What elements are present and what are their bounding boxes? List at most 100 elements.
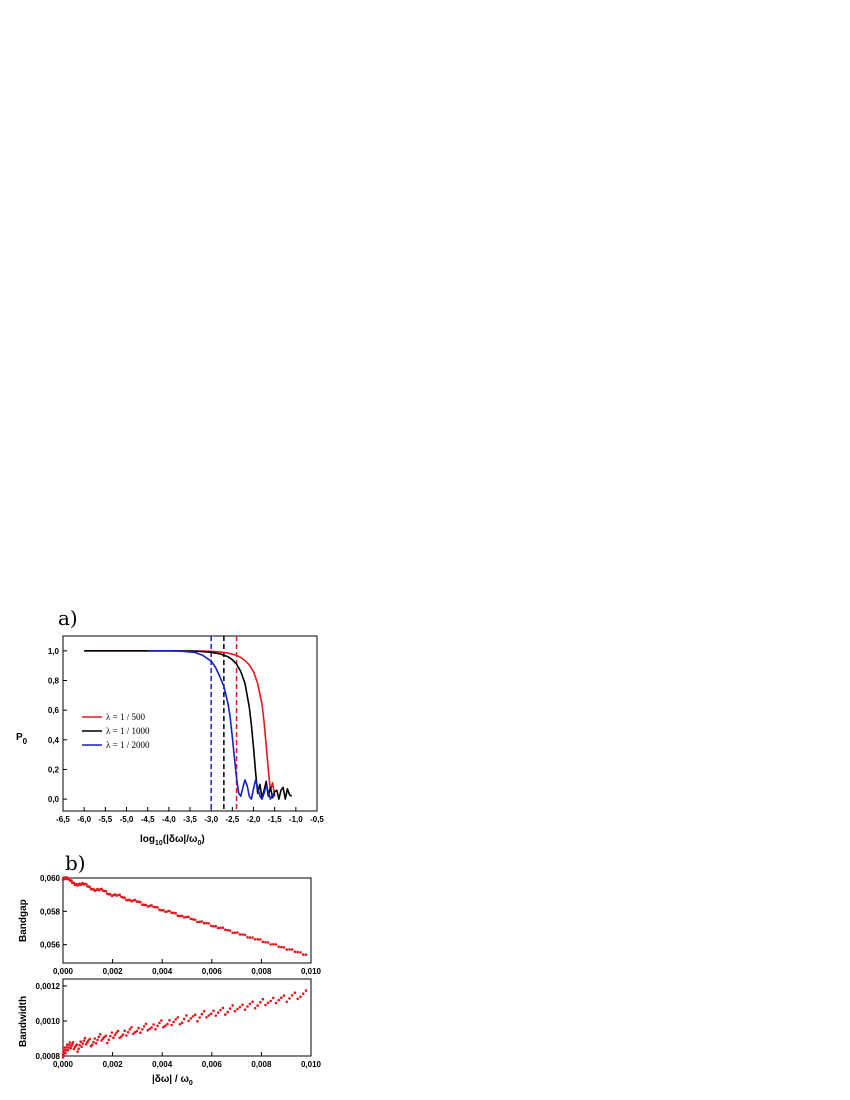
data-point bbox=[233, 931, 237, 934]
data-point bbox=[269, 943, 273, 946]
legend-label: λ = 1 / 500 bbox=[106, 712, 145, 722]
data-point bbox=[133, 898, 137, 902]
series-line bbox=[84, 650, 276, 797]
data-point bbox=[280, 945, 283, 949]
series-line bbox=[84, 650, 293, 800]
data-point bbox=[182, 1017, 186, 1021]
data-point bbox=[198, 1016, 201, 1019]
y-tick-label: 0,060 bbox=[40, 874, 61, 883]
data-point bbox=[132, 1032, 135, 1036]
data-point bbox=[162, 1025, 165, 1029]
data-point bbox=[180, 914, 184, 918]
data-point bbox=[128, 1028, 132, 1031]
data-point bbox=[139, 900, 142, 904]
legend-label: λ = 1 / 2000 bbox=[106, 740, 150, 750]
data-point bbox=[193, 918, 197, 922]
data-point bbox=[65, 1046, 68, 1049]
data-point bbox=[125, 1034, 128, 1037]
data-point bbox=[216, 1011, 220, 1014]
data-point bbox=[205, 1016, 208, 1019]
y-tick-label: 0,6 bbox=[48, 706, 60, 715]
data-point bbox=[236, 1007, 239, 1011]
data-point bbox=[207, 1014, 211, 1017]
data-point bbox=[75, 1043, 78, 1046]
data-point bbox=[70, 1044, 73, 1048]
data-point bbox=[231, 931, 234, 935]
x-tick-label: -6,0 bbox=[77, 815, 91, 824]
data-point bbox=[187, 1019, 190, 1023]
data-point bbox=[68, 1041, 72, 1044]
data-point bbox=[185, 1014, 188, 1017]
x-tick-label: 0,002 bbox=[103, 1060, 124, 1069]
data-point bbox=[191, 918, 195, 921]
data-point bbox=[248, 936, 252, 939]
data-point bbox=[82, 1039, 86, 1042]
data-point bbox=[152, 905, 155, 909]
data-point bbox=[209, 1012, 213, 1016]
data-point bbox=[65, 1043, 69, 1046]
data-point bbox=[118, 893, 121, 897]
data-point bbox=[174, 1018, 177, 1021]
y-tick-label: 0,056 bbox=[40, 941, 61, 950]
data-point bbox=[264, 1003, 267, 1007]
data-point bbox=[304, 953, 308, 956]
data-point bbox=[172, 911, 175, 915]
data-point bbox=[202, 921, 206, 925]
data-point bbox=[221, 926, 225, 929]
data-point bbox=[228, 1007, 232, 1010]
data-point bbox=[301, 992, 305, 995]
data-point bbox=[296, 997, 300, 1001]
panel-a-x-ticks: -6,5 -6,0 -5,5 -5,0 -4,5 -4,0 -3,5 -3,0 -2,5 -2,0… bbox=[56, 807, 324, 824]
y-tick-label: 0,8 bbox=[48, 676, 60, 685]
data-point bbox=[182, 916, 186, 919]
data-point bbox=[236, 931, 239, 934]
data-point bbox=[198, 920, 201, 924]
data-point bbox=[113, 1033, 117, 1037]
data-point bbox=[158, 908, 161, 912]
data-point bbox=[290, 948, 294, 951]
data-point bbox=[96, 1038, 99, 1042]
bandwidth-frame bbox=[62, 978, 312, 1057]
data-point bbox=[285, 948, 289, 951]
data-point bbox=[299, 995, 302, 999]
data-point bbox=[253, 1006, 257, 1010]
y-tick-label: 0,2 bbox=[48, 765, 60, 774]
data-point bbox=[166, 1022, 169, 1026]
data-point bbox=[248, 1002, 252, 1006]
data-point bbox=[178, 914, 182, 918]
data-point bbox=[290, 994, 294, 997]
data-point bbox=[139, 1031, 142, 1034]
x-tick-label: 0,008 bbox=[251, 967, 272, 976]
bandgap-ticks: 0,000 0,002 0,004 0,006 0,008 0,010 0,056 0,058… bbox=[40, 874, 322, 976]
data-point bbox=[160, 1019, 163, 1022]
data-point bbox=[123, 1029, 126, 1033]
y-tick-label: 0,0012 bbox=[36, 982, 61, 991]
data-point bbox=[277, 945, 281, 948]
x-tick-label: -0,5 bbox=[310, 815, 324, 824]
data-point bbox=[164, 1024, 167, 1027]
data-point bbox=[205, 921, 208, 925]
data-point bbox=[79, 1040, 82, 1043]
data-point bbox=[71, 1041, 75, 1044]
data-point bbox=[150, 1026, 153, 1029]
data-point bbox=[94, 1042, 98, 1045]
data-point bbox=[84, 1042, 88, 1046]
data-point bbox=[154, 1027, 157, 1031]
data-point bbox=[212, 1009, 215, 1013]
data-point bbox=[93, 1037, 97, 1040]
data-point bbox=[178, 1023, 182, 1026]
bandwidth-xlabel: |δω| / ω0 bbox=[152, 1074, 193, 1087]
data-point bbox=[104, 1034, 108, 1038]
data-point bbox=[112, 1036, 115, 1039]
data-point bbox=[200, 1012, 204, 1016]
y-tick-label: 0,058 bbox=[40, 907, 61, 916]
data-point bbox=[152, 1023, 155, 1026]
y-tick-label: 0,4 bbox=[48, 736, 60, 745]
data-point bbox=[66, 1048, 70, 1052]
data-point bbox=[109, 1034, 112, 1038]
data-point bbox=[226, 1010, 229, 1014]
x-tick-label: 0,008 bbox=[251, 1060, 272, 1069]
data-point bbox=[261, 940, 265, 944]
data-point bbox=[88, 885, 92, 889]
